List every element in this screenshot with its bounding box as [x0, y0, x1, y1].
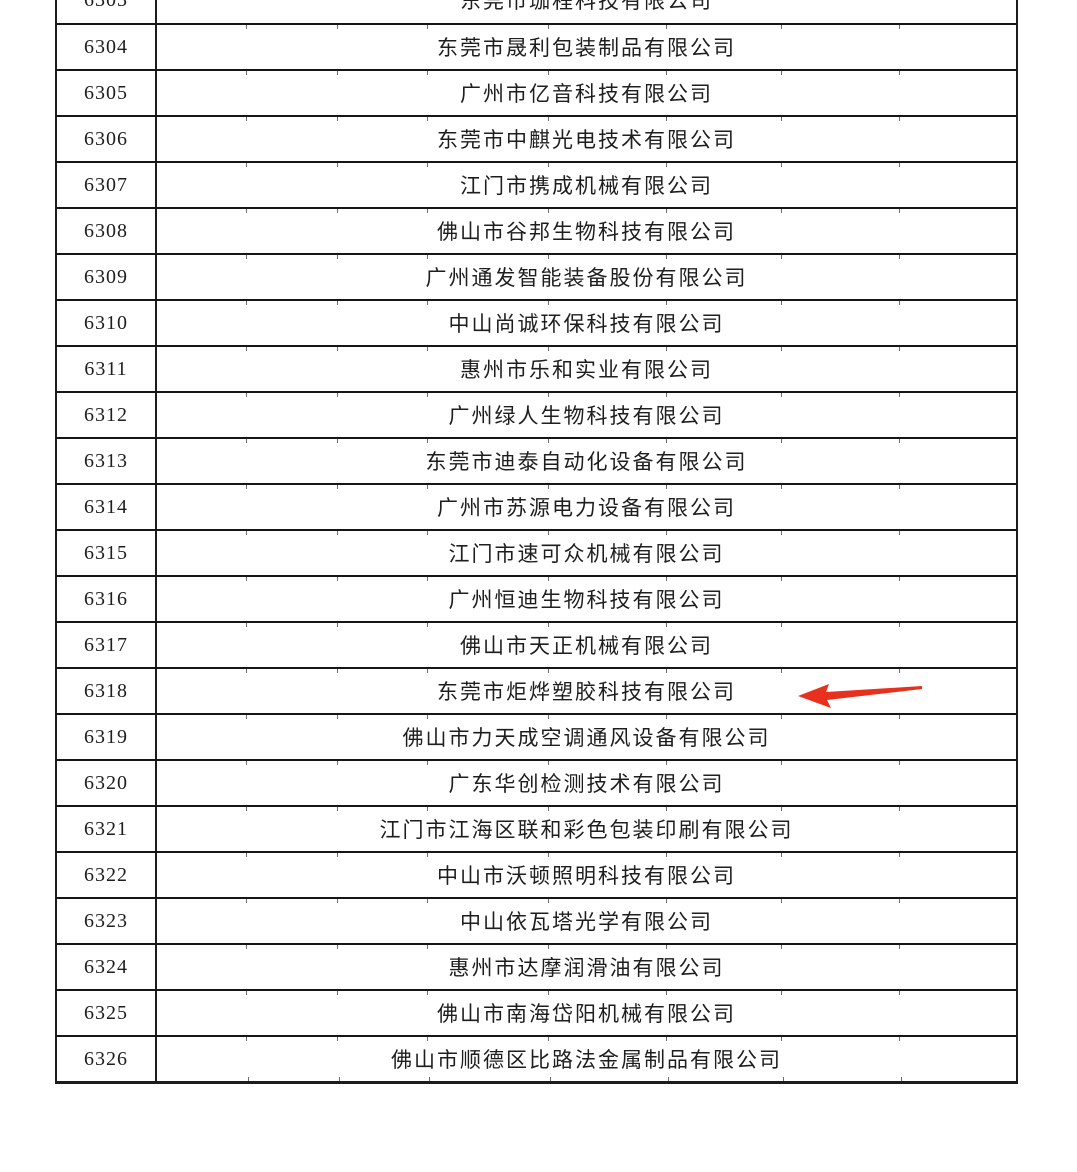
company-name-cell: 佛山市力天成空调通风设备有限公司 — [157, 715, 1016, 759]
table-row: 6312 广州绿人生物科技有限公司 — [57, 391, 1016, 437]
table-row-partial: 6303 东莞市珈程科技有限公司 — [57, 0, 1016, 23]
table-row: 6322 中山市沃顿照明科技有限公司 — [57, 851, 1016, 897]
table-row: 6314 广州市苏源电力设备有限公司 — [57, 483, 1016, 529]
company-table: 6303 东莞市珈程科技有限公司 6304 东莞市晟利包装制品有限公司 6305… — [55, 0, 1018, 1084]
company-name-cell: 江门市携成机械有限公司 — [157, 163, 1016, 207]
row-number: 6303 — [57, 0, 155, 23]
table-row: 6315 江门市速可众机械有限公司 — [57, 529, 1016, 575]
company-name: 东莞市珈程科技有限公司 — [460, 0, 713, 13]
company-name-cell: 广州绿人生物科技有限公司 — [157, 393, 1016, 437]
row-number-cell: 6308 — [57, 209, 157, 253]
table-row: 6324 惠州市达摩润滑油有限公司 — [57, 943, 1016, 989]
row-number-cell: 6326 — [57, 1037, 157, 1081]
company-name-cell: 中山市沃顿照明科技有限公司 — [157, 853, 1016, 897]
company-name-cell: 广州市苏源电力设备有限公司 — [157, 485, 1016, 529]
company-name-cell: 广州市亿音科技有限公司 — [157, 71, 1016, 115]
company-name-cell: 东莞市珈程科技有限公司 — [157, 0, 1016, 23]
table-row: 6304 东莞市晟利包装制品有限公司 — [57, 23, 1016, 69]
company-name-cell: 中山依瓦塔光学有限公司 — [157, 899, 1016, 943]
table-row: 6310 中山尚诚环保科技有限公司 — [57, 299, 1016, 345]
table-row: 6307 江门市携成机械有限公司 — [57, 161, 1016, 207]
red-arrow-annotation — [798, 684, 922, 708]
company-name-cell: 江门市江海区联和彩色包装印刷有限公司 — [157, 807, 1016, 851]
row-number-cell: 6318 — [57, 669, 157, 713]
row-number-cell: 6306 — [57, 117, 157, 161]
company-name-cell: 惠州市乐和实业有限公司 — [157, 347, 1016, 391]
table-row: 6316 广州恒迪生物科技有限公司 — [57, 575, 1016, 621]
row-number-cell: 6310 — [57, 301, 157, 345]
company-name-cell: 广州恒迪生物科技有限公司 — [157, 577, 1016, 621]
row-number-cell: 6324 — [57, 945, 157, 989]
table-row: 6313 东莞市迪泰自动化设备有限公司 — [57, 437, 1016, 483]
company-name-cell: 佛山市天正机械有限公司 — [157, 623, 1016, 667]
company-name-cell: 东莞市晟利包装制品有限公司 — [157, 25, 1016, 69]
row-number-cell: 6314 — [57, 485, 157, 529]
company-name-cell: 惠州市达摩润滑油有限公司 — [157, 945, 1016, 989]
red-arrow-shape — [798, 684, 922, 708]
table-row: 6311 惠州市乐和实业有限公司 — [57, 345, 1016, 391]
company-name-cell: 广州通发智能装备股份有限公司 — [157, 255, 1016, 299]
row-number-cell: 6316 — [57, 577, 157, 621]
table-row: 6319 佛山市力天成空调通风设备有限公司 — [57, 713, 1016, 759]
company-name-cell: 佛山市谷邦生物科技有限公司 — [157, 209, 1016, 253]
table-row: 6321 江门市江海区联和彩色包装印刷有限公司 — [57, 805, 1016, 851]
row-number-cell: 6309 — [57, 255, 157, 299]
table-row: 6325 佛山市南海岱阳机械有限公司 — [57, 989, 1016, 1035]
row-number-cell: 6321 — [57, 807, 157, 851]
table-row: 6326 佛山市顺德区比路法金属制品有限公司 — [57, 1035, 1016, 1081]
company-name-cell: 佛山市南海岱阳机械有限公司 — [157, 991, 1016, 1035]
row-number-cell: 6313 — [57, 439, 157, 483]
company-name-cell: 东莞市迪泰自动化设备有限公司 — [157, 439, 1016, 483]
row-number-cell: 6317 — [57, 623, 157, 667]
table-row: 6317 佛山市天正机械有限公司 — [57, 621, 1016, 667]
company-name-cell: 中山尚诚环保科技有限公司 — [157, 301, 1016, 345]
company-name-cell: 东莞市中麒光电技术有限公司 — [157, 117, 1016, 161]
row-number-cell: 6319 — [57, 715, 157, 759]
company-name-cell: 江门市速可众机械有限公司 — [157, 531, 1016, 575]
row-number-cell: 6315 — [57, 531, 157, 575]
row-number-cell: 6305 — [57, 71, 157, 115]
company-name-cell: 广东华创检测技术有限公司 — [157, 761, 1016, 805]
row-number-cell: 6320 — [57, 761, 157, 805]
table-row: 6320 广东华创检测技术有限公司 — [57, 759, 1016, 805]
row-number-cell: 6312 — [57, 393, 157, 437]
row-number-cell: 6311 — [57, 347, 157, 391]
company-name-cell: 佛山市顺德区比路法金属制品有限公司 — [157, 1037, 1016, 1081]
row-number-cell: 6304 — [57, 25, 157, 69]
row-number-cell: 6303 — [57, 0, 157, 23]
table-row: 6306 东莞市中麒光电技术有限公司 — [57, 115, 1016, 161]
table-row: 6308 佛山市谷邦生物科技有限公司 — [57, 207, 1016, 253]
table-rows-container: 6304 东莞市晟利包装制品有限公司 6305 广州市亿音科技有限公司 6306… — [57, 23, 1016, 1081]
row-number-cell: 6322 — [57, 853, 157, 897]
row-number-cell: 6323 — [57, 899, 157, 943]
table-row: 6309 广州通发智能装备股份有限公司 — [57, 253, 1016, 299]
table-row: 6323 中山依瓦塔光学有限公司 — [57, 897, 1016, 943]
row-number-cell: 6307 — [57, 163, 157, 207]
row-number-cell: 6325 — [57, 991, 157, 1035]
table-row: 6305 广州市亿音科技有限公司 — [57, 69, 1016, 115]
